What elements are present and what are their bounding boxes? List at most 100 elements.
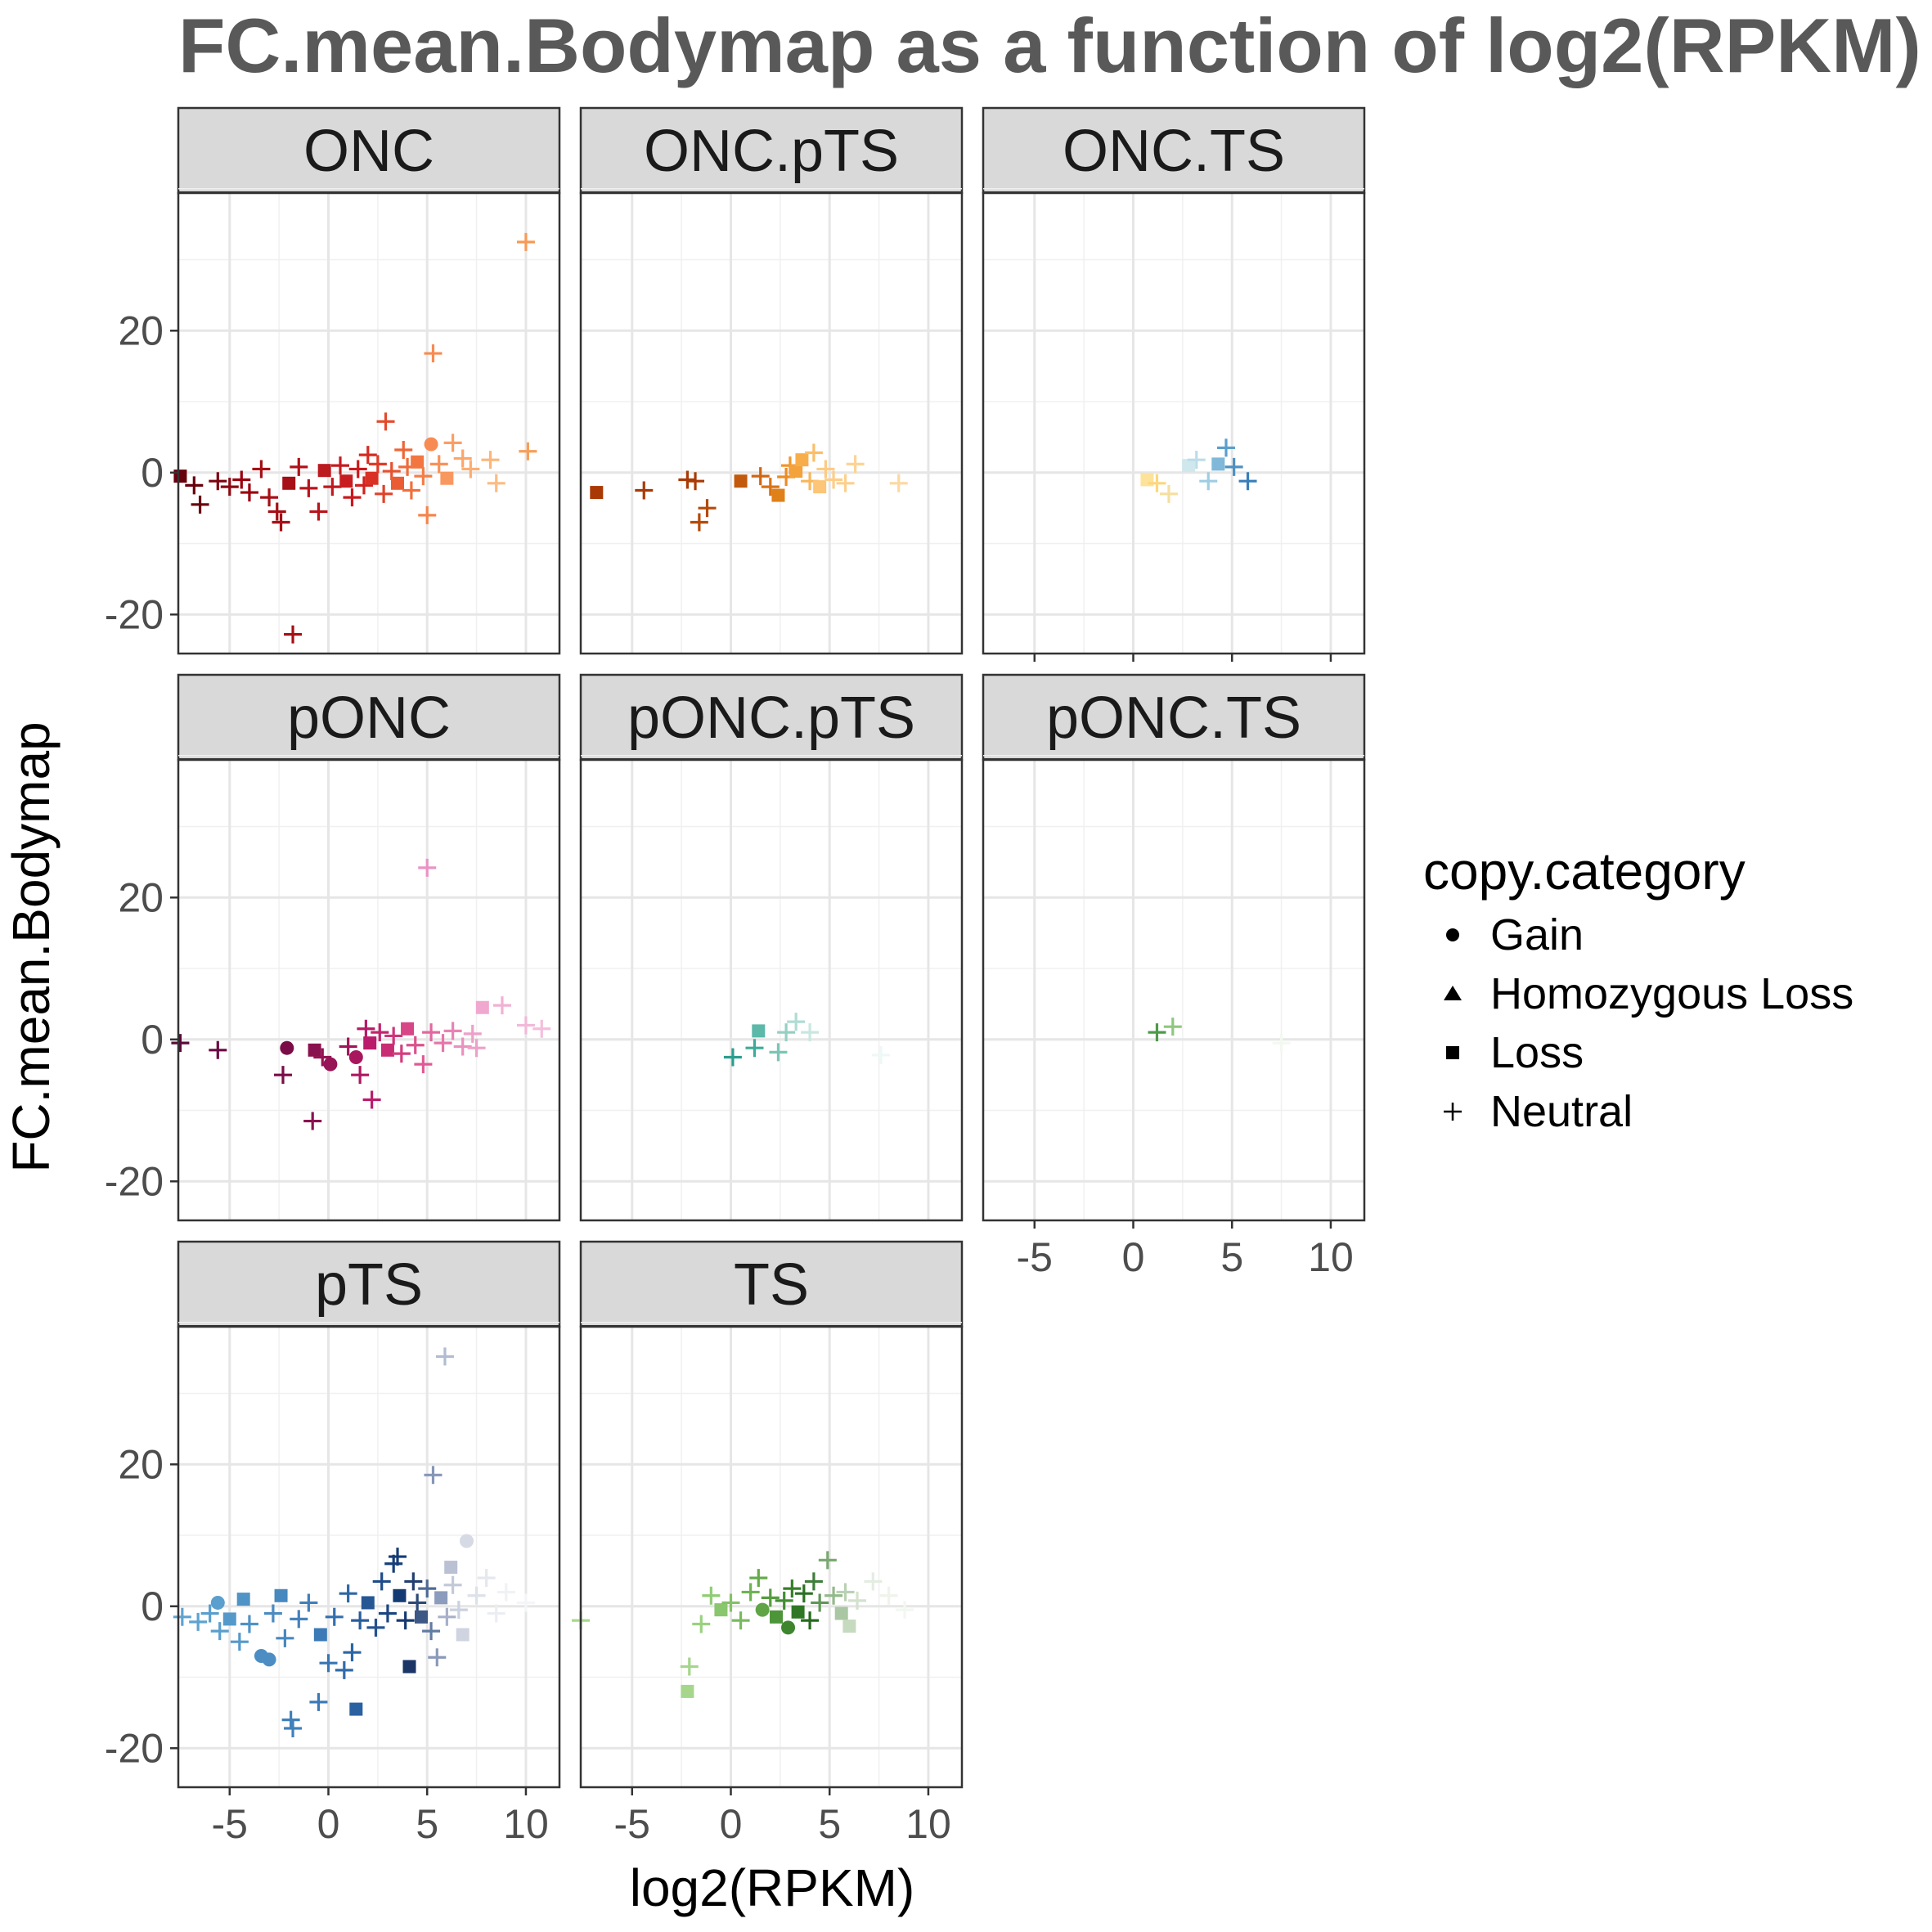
point-neutral bbox=[794, 1584, 813, 1603]
y-tick-label: -20 bbox=[105, 591, 164, 637]
legend-loss-icon bbox=[1446, 1046, 1459, 1059]
point-loss bbox=[834, 1606, 848, 1620]
point-neutral bbox=[389, 1548, 407, 1566]
point-neutral bbox=[191, 495, 209, 514]
x-tick-label: 0 bbox=[1122, 1234, 1145, 1280]
point-neutral bbox=[323, 478, 342, 496]
data-points bbox=[173, 232, 537, 644]
point-neutral bbox=[276, 1629, 294, 1647]
panel-border bbox=[177, 191, 561, 655]
point-neutral bbox=[424, 344, 443, 363]
point-neutral bbox=[210, 1622, 229, 1641]
point-neutral bbox=[240, 483, 258, 502]
point-neutral bbox=[402, 481, 420, 500]
data-points bbox=[723, 1013, 891, 1067]
point-neutral bbox=[309, 502, 328, 521]
point-neutral bbox=[263, 1604, 282, 1623]
y-tick-label: -20 bbox=[105, 1158, 164, 1204]
legend-key-loss: Loss bbox=[1446, 1028, 1584, 1077]
point-neutral bbox=[801, 1611, 820, 1630]
y-tick-label: 20 bbox=[118, 1441, 164, 1487]
point-loss bbox=[1182, 459, 1196, 473]
point-neutral bbox=[804, 443, 823, 462]
point-gain bbox=[210, 1595, 225, 1610]
point-neutral bbox=[761, 1588, 780, 1607]
legend-key-homozygous-loss: Homozygous Loss bbox=[1444, 969, 1853, 1018]
point-neutral bbox=[635, 481, 654, 500]
y-tick-label: 0 bbox=[141, 1017, 164, 1063]
panel-border bbox=[177, 1325, 561, 1789]
x-axis-title: log2(RPKM) bbox=[630, 1858, 915, 1917]
point-neutral bbox=[443, 1575, 462, 1594]
point-neutral bbox=[354, 476, 373, 495]
point-neutral bbox=[335, 1660, 353, 1679]
point-neutral bbox=[290, 457, 308, 476]
legend-label: Loss bbox=[1490, 1028, 1584, 1077]
point-neutral bbox=[362, 1090, 381, 1109]
point-neutral bbox=[846, 455, 865, 474]
point-neutral bbox=[698, 499, 717, 518]
y-tick-label: -20 bbox=[105, 1725, 164, 1771]
point-gain bbox=[262, 1652, 276, 1667]
point-neutral bbox=[745, 1039, 764, 1058]
point-neutral bbox=[818, 1551, 837, 1570]
point-gain bbox=[323, 1057, 338, 1072]
point-neutral bbox=[463, 1024, 482, 1043]
point-neutral bbox=[435, 1347, 454, 1366]
point-neutral bbox=[384, 1027, 403, 1045]
point-loss bbox=[173, 470, 187, 483]
point-neutral bbox=[864, 1572, 883, 1591]
point-neutral bbox=[516, 1593, 535, 1612]
legend-homozygous-loss-icon bbox=[1444, 986, 1462, 1000]
x-tick-label: 0 bbox=[317, 1801, 340, 1847]
point-loss bbox=[391, 476, 405, 490]
point-neutral bbox=[731, 1611, 750, 1630]
panel-border bbox=[579, 191, 964, 655]
point-neutral bbox=[309, 1692, 328, 1711]
x-tick-label: 10 bbox=[1308, 1234, 1354, 1280]
point-neutral bbox=[284, 625, 303, 644]
point-neutral bbox=[487, 474, 505, 492]
point-neutral bbox=[777, 1023, 796, 1042]
facet-panel-ts: TS -5 0 5 10 bbox=[572, 1240, 964, 1847]
point-neutral bbox=[357, 1019, 375, 1038]
point-neutral bbox=[487, 1604, 505, 1623]
point-neutral bbox=[1238, 472, 1257, 491]
point-loss bbox=[734, 474, 748, 488]
point-loss bbox=[795, 453, 809, 467]
point-neutral bbox=[889, 474, 908, 492]
point-neutral bbox=[422, 1622, 441, 1641]
point-neutral bbox=[816, 460, 835, 479]
panel-background bbox=[581, 760, 962, 1220]
point-neutral bbox=[1199, 472, 1218, 491]
data-points bbox=[171, 858, 551, 1130]
point-neutral bbox=[358, 446, 377, 465]
point-neutral bbox=[879, 1586, 898, 1605]
point-neutral bbox=[443, 434, 462, 452]
point-neutral bbox=[272, 513, 290, 532]
point-loss bbox=[475, 1000, 489, 1014]
legend-label: Homozygous Loss bbox=[1490, 969, 1853, 1018]
point-loss bbox=[401, 1022, 415, 1036]
point-neutral bbox=[804, 1572, 823, 1591]
point-gain bbox=[348, 1049, 363, 1064]
facet-strip-label: pONC bbox=[287, 685, 451, 751]
point-neutral bbox=[496, 1583, 515, 1602]
point-neutral bbox=[343, 488, 362, 507]
point-loss bbox=[791, 1605, 805, 1619]
point-neutral bbox=[273, 1066, 292, 1085]
panel-background bbox=[178, 1327, 559, 1787]
point-neutral bbox=[290, 1610, 308, 1629]
point-loss bbox=[752, 1024, 766, 1038]
facet-panel-onc: ONC -20 0 20 bbox=[105, 106, 561, 655]
point-loss bbox=[349, 1702, 363, 1716]
panel-border bbox=[579, 1325, 964, 1789]
point-neutral bbox=[378, 1604, 397, 1623]
point-loss bbox=[414, 1610, 428, 1624]
point-neutral bbox=[438, 1607, 456, 1626]
point-neutral bbox=[741, 1583, 760, 1602]
point-neutral bbox=[232, 470, 251, 489]
point-neutral bbox=[801, 1023, 820, 1042]
point-neutral bbox=[467, 1586, 486, 1605]
y-tick-label: 0 bbox=[141, 1584, 164, 1629]
